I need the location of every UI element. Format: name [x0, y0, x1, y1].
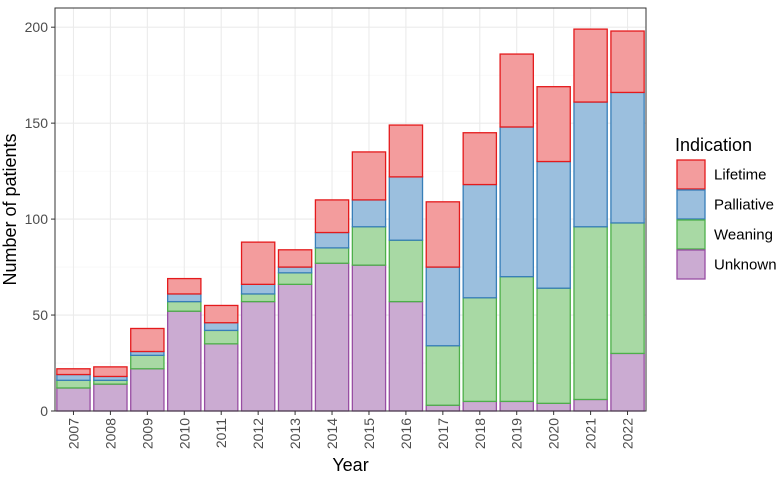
bar-unknown-2010: [167, 310, 202, 412]
x-tick-label: 2017: [435, 418, 451, 449]
bar-lifetime-2018: [462, 132, 498, 186]
bar-palliative-2022: [610, 91, 645, 224]
y-tick-label: 100: [25, 211, 49, 227]
legend-key-palliative: [676, 189, 706, 220]
y-tick-label: 50: [32, 307, 48, 323]
bar-palliative-2012: [240, 283, 276, 295]
bar-unknown-2015: [351, 264, 387, 412]
bar-palliative-2020: [536, 160, 571, 289]
y-tick-label: 200: [25, 19, 49, 35]
bar-weaning-2009: [130, 354, 165, 370]
bar-weaning-2018: [462, 297, 498, 403]
x-tick-label: 2020: [546, 418, 562, 449]
x-tick-label: 2018: [472, 418, 488, 449]
bar-unknown-2008: [93, 383, 128, 412]
x-tick-label: 2014: [324, 418, 340, 449]
x-tick-label: 2016: [398, 418, 414, 449]
bar-palliative-2018: [462, 183, 498, 299]
bar-lifetime-2017: [425, 201, 461, 268]
x-axis: 2007 2008 2009 2010 2011 2012 2013 2014 2015 2016…: [65, 411, 636, 449]
bar-weaning-2019: [499, 276, 534, 403]
legend-label-unknown: Unknown: [714, 257, 777, 274]
bar-lifetime-2013: [277, 249, 313, 268]
bar-weaning-2020: [536, 287, 571, 404]
bar-weaning-2021: [573, 226, 608, 401]
y-axis: 0 50 100 150 200: [25, 19, 55, 419]
bar-palliative-2015: [351, 199, 387, 228]
bar-palliative-2019: [499, 126, 534, 278]
bar-weaning-2011: [203, 329, 239, 345]
bar-weaning-2014: [314, 247, 350, 264]
bar-unknown-2021: [573, 398, 608, 412]
bar-unknown-2020: [536, 402, 571, 412]
bar-unknown-2009: [130, 368, 165, 412]
legend: Indication Lifetime Palliative Weaning Unkn…: [675, 135, 777, 280]
y-tick-label: 0: [40, 403, 48, 419]
bar-unknown-2022: [610, 352, 645, 412]
bar-weaning-2016: [388, 239, 424, 303]
legend-key-weaning: [676, 219, 706, 250]
bar-lifetime-2007: [56, 368, 91, 376]
bar-weaning-2010: [167, 300, 202, 312]
x-tick-label: 2021: [583, 418, 599, 449]
x-tick-label: 2007: [65, 418, 81, 449]
bar-palliative-2007: [56, 373, 91, 381]
bar-palliative-2013: [277, 266, 313, 274]
bar-lifetime-2010: [167, 277, 202, 295]
bar-lifetime-2019: [499, 53, 534, 128]
bar-lifetime-2011: [203, 304, 239, 324]
x-tick-label: 2022: [620, 418, 636, 449]
bar-palliative-2010: [167, 293, 202, 303]
bar-unknown-2007: [56, 387, 91, 412]
x-tick-label: 2011: [213, 418, 229, 448]
bar-weaning-2015: [351, 226, 387, 266]
legend-label-weaning: Weaning: [714, 227, 773, 244]
bar-lifetime-2008: [93, 366, 128, 378]
bar-unknown-2018: [462, 400, 498, 412]
bar-lifetime-2021: [573, 28, 608, 103]
x-tick-label: 2010: [176, 418, 192, 449]
bar-weaning-2017: [425, 345, 461, 406]
legend-title: Indication: [675, 135, 752, 155]
bar-unknown-2011: [203, 343, 239, 412]
x-tick-label: 2009: [139, 418, 155, 449]
bar-unknown-2013: [277, 283, 313, 412]
bar-lifetime-2022: [610, 30, 645, 94]
bar-lifetime-2016: [388, 124, 424, 178]
bar-weaning-2013: [277, 272, 313, 285]
legend-key-unknown: [676, 249, 706, 280]
x-tick-label: 2019: [509, 418, 525, 449]
bar-lifetime-2012: [240, 241, 276, 285]
y-tick-label: 150: [25, 115, 49, 131]
bar-lifetime-2014: [314, 199, 350, 234]
y-axis-title: Number of patients: [0, 133, 20, 285]
x-tick-label: 2015: [361, 418, 377, 449]
bar-palliative-2016: [388, 176, 424, 241]
bar-lifetime-2009: [130, 327, 165, 353]
x-axis-title: Year: [332, 455, 368, 475]
bar-weaning-2012: [240, 293, 276, 303]
x-tick-label: 2012: [250, 418, 266, 449]
plot-panel-border: [54, 7, 647, 412]
bar-palliative-2011: [203, 322, 239, 332]
bars: [56, 28, 645, 412]
bar-weaning-2022: [610, 222, 645, 355]
bar-palliative-2021: [573, 101, 608, 228]
legend-label-palliative: Palliative: [714, 197, 774, 214]
bar-unknown-2017: [425, 404, 461, 412]
bar-weaning-2007: [56, 379, 91, 389]
legend-label-lifetime: Lifetime: [714, 167, 767, 184]
x-tick-label: 2013: [287, 418, 303, 449]
x-tick-label: 2008: [102, 418, 118, 449]
bar-unknown-2019: [499, 400, 534, 412]
bar-unknown-2014: [314, 262, 350, 412]
bar-unknown-2012: [240, 300, 276, 412]
bar-lifetime-2015: [351, 151, 387, 201]
legend-key-lifetime: [676, 159, 706, 190]
bar-palliative-2014: [314, 231, 350, 249]
bar-palliative-2017: [425, 266, 461, 347]
bar-lifetime-2020: [536, 86, 571, 163]
bar-unknown-2016: [388, 300, 424, 412]
